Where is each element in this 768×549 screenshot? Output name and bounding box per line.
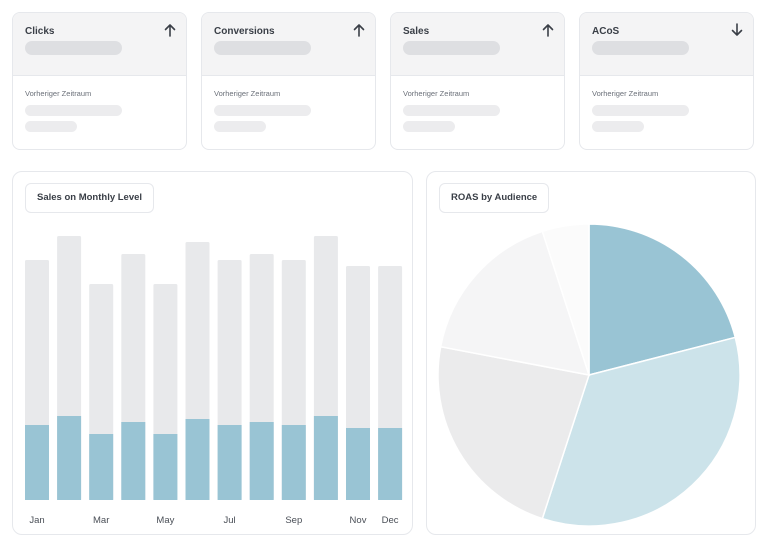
kpi-card-conversions[interactable]: Conversions Vorheriger Zeitraum (201, 12, 376, 150)
kpi-previous-period-label: Vorheriger Zeitraum (592, 89, 659, 98)
pie-slice-5 (541, 223, 590, 376)
kpi-value-placeholder (592, 41, 689, 55)
bar-value-nov (346, 428, 370, 500)
kpi-previous-value-placeholder (25, 105, 122, 116)
kpi-previous-value-placeholder (403, 105, 500, 116)
kpi-card-sales[interactable]: Sales Vorheriger Zeitraum (390, 12, 565, 150)
arrow-up-icon (542, 24, 554, 37)
kpi-previous-period-label: Vorheriger Zeitraum (403, 89, 470, 98)
kpi-title: ACoS (592, 26, 620, 37)
kpi-change-placeholder (214, 121, 266, 132)
bar-value-oct (313, 416, 338, 500)
bar-value-may (153, 434, 178, 500)
kpi-previous-value-placeholder (592, 105, 689, 116)
kpi-title: Sales (403, 26, 430, 37)
kpi-header: Conversions (202, 13, 375, 76)
x-tick-label: Sep (285, 515, 302, 526)
bar-value-jun (185, 419, 210, 500)
kpi-header: Clicks (13, 13, 186, 76)
pie-slice-1 (588, 223, 737, 376)
bar-value-feb (57, 416, 82, 500)
x-tick-label: Jan (29, 515, 44, 526)
x-tick-label: Jul (224, 515, 236, 526)
pie-slice-2 (541, 336, 741, 527)
kpi-title: Conversions (214, 26, 275, 37)
bar-value-jan (25, 425, 49, 500)
kpi-header: Sales (391, 13, 564, 76)
kpi-change-placeholder (25, 121, 77, 132)
kpi-previous-period-label: Vorheriger Zeitraum (25, 89, 92, 98)
bar-value-sep (281, 425, 306, 500)
bar-value-dec (378, 428, 403, 500)
kpi-value-placeholder (403, 41, 500, 55)
bar-value-aug (249, 422, 274, 500)
kpi-previous-value-placeholder (214, 105, 311, 116)
panel-title: Sales on Monthly Level (25, 183, 155, 213)
bar-value-apr (121, 422, 146, 500)
arrow-down-icon (731, 23, 743, 36)
kpi-change-placeholder (592, 121, 644, 132)
bar-value-jul (217, 425, 242, 500)
sales-bar-chart: Jan Mar May Jul Sep Nov Dec (25, 236, 403, 526)
arrow-up-icon (164, 24, 176, 37)
roas-pie-chart (437, 223, 741, 527)
pie-slice-3 (437, 345, 590, 520)
kpi-header: ACoS (580, 13, 753, 76)
arrow-up-icon (353, 24, 365, 37)
kpi-card-clicks[interactable]: Clicks Vorheriger Zeitraum (12, 12, 187, 150)
bar-value-mar (89, 434, 114, 500)
roas-audience-panel: ROAS by Audience (426, 171, 756, 535)
kpi-value-placeholder (25, 41, 122, 55)
kpi-title: Clicks (25, 26, 55, 37)
kpi-value-placeholder (214, 41, 311, 55)
x-tick-label: Nov (350, 515, 367, 526)
kpi-card-acos[interactable]: ACoS Vorheriger Zeitraum (579, 12, 754, 150)
kpi-change-placeholder (403, 121, 455, 132)
x-tick-label: Dec (382, 515, 399, 526)
x-tick-label: Mar (93, 515, 109, 526)
kpi-previous-period-label: Vorheriger Zeitraum (214, 89, 281, 98)
x-tick-label: May (156, 515, 174, 526)
sales-monthly-panel: Sales on Monthly Level Jan Mar May Jul Sep No… (12, 171, 413, 535)
panel-title: ROAS by Audience (439, 183, 550, 213)
pie-slice-4 (439, 230, 591, 376)
